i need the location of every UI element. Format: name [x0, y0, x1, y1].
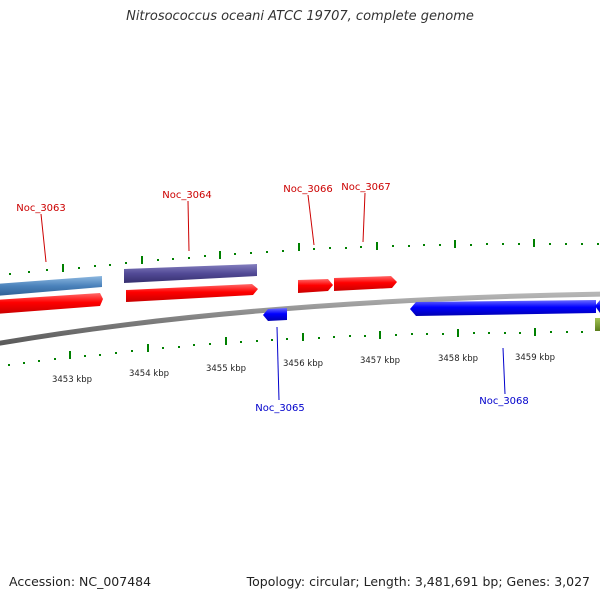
- page-title: Nitrosococcus oceani ATCC 19707, complet…: [126, 9, 474, 24]
- gene-arrow-forward[interactable]: [0, 293, 103, 314]
- gene-label-noc-3064[interactable]: Noc_3064: [162, 190, 212, 201]
- gene-label-noc-3067[interactable]: Noc_3067: [341, 182, 391, 193]
- gene-label-noc-3065[interactable]: Noc_3065: [255, 403, 305, 414]
- gene-arrow-reverse-edge[interactable]: [595, 300, 600, 313]
- genome-info-text: Topology: circular; Length: 3,481,691 bp…: [246, 574, 590, 589]
- olive-feature[interactable]: [595, 318, 600, 331]
- gene-arrow-noc-3067[interactable]: [334, 276, 397, 291]
- kbp-label: 3459 kbp: [515, 353, 555, 363]
- label-leaders: [40, 192, 506, 401]
- gene-arrow-noc-3066[interactable]: [298, 279, 333, 293]
- kbp-label: 3453 kbp: [52, 375, 92, 385]
- accession-text: Accession: NC_007484: [9, 574, 152, 589]
- gene-label-noc-3063[interactable]: Noc_3063: [16, 203, 66, 214]
- inner-tick-ring: [8, 328, 583, 366]
- kbp-label: 3456 kbp: [283, 359, 323, 369]
- gene-arrow-noc-3068[interactable]: [410, 300, 596, 316]
- kbp-labels: 3453 kbp 3454 kbp 3455 kbp 3456 kbp 3457…: [52, 353, 555, 385]
- kbp-label: 3457 kbp: [360, 356, 400, 366]
- cds-feature[interactable]: [0, 276, 102, 296]
- gene-arrow-noc-3064[interactable]: [126, 284, 258, 302]
- kbp-label: 3454 kbp: [129, 369, 169, 379]
- outer-tick-ring: [9, 239, 599, 275]
- gene-arrow-noc-3065[interactable]: [263, 308, 287, 321]
- cds-feature[interactable]: [124, 264, 257, 283]
- kbp-label: 3455 kbp: [206, 364, 246, 374]
- gene-label-noc-3066[interactable]: Noc_3066: [283, 184, 333, 195]
- gene-label-noc-3068[interactable]: Noc_3068: [479, 396, 529, 407]
- kbp-label: 3458 kbp: [438, 354, 478, 364]
